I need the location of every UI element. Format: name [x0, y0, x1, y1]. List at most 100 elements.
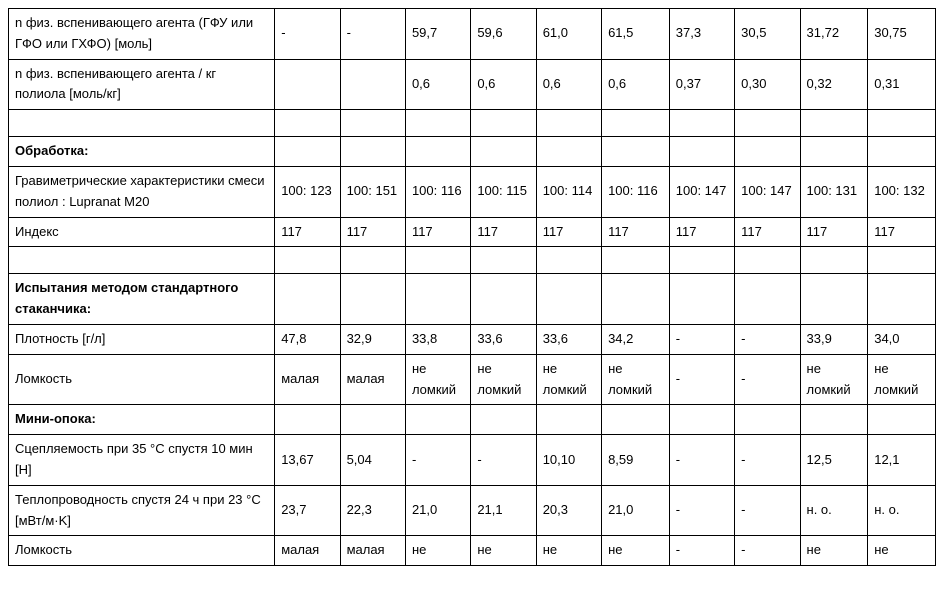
row-label: n физ. вспенивающего агента / кг полиола…	[9, 59, 275, 110]
data-cell: не	[405, 536, 470, 566]
data-cell: 23,7	[275, 485, 340, 536]
spacer-cell	[602, 110, 670, 137]
spacer-cell	[471, 247, 536, 274]
data-cell: 100: 115	[471, 166, 536, 217]
table-row: Мини-опока:	[9, 405, 936, 435]
table-row	[9, 110, 936, 137]
section-empty-cell	[536, 274, 601, 325]
data-cell: -	[735, 324, 800, 354]
spacer-cell	[405, 247, 470, 274]
spacer-cell	[868, 110, 936, 137]
data-cell: 100: 151	[340, 166, 405, 217]
data-cell: не ломкий	[602, 354, 670, 405]
data-cell: 0,31	[868, 59, 936, 110]
section-empty-cell	[275, 274, 340, 325]
table-row: n физ. вспенивающего агента / кг полиола…	[9, 59, 936, 110]
data-cell: -	[340, 9, 405, 60]
data-cell: 33,6	[536, 324, 601, 354]
data-cell: -	[669, 435, 734, 486]
data-cell: -	[669, 536, 734, 566]
section-empty-cell	[340, 274, 405, 325]
spacer-cell	[800, 247, 868, 274]
data-cell: 33,8	[405, 324, 470, 354]
spacer-cell	[405, 110, 470, 137]
section-empty-cell	[602, 274, 670, 325]
table-row: Плотность [г/л]47,832,933,833,633,634,2-…	[9, 324, 936, 354]
spacer-cell	[735, 110, 800, 137]
data-cell: 0,6	[602, 59, 670, 110]
section-empty-cell	[602, 405, 670, 435]
data-cell: 34,0	[868, 324, 936, 354]
data-cell: -	[735, 354, 800, 405]
table-row: n физ. вспенивающего агента (ГФУ или ГФО…	[9, 9, 936, 60]
data-cell	[340, 59, 405, 110]
section-empty-cell	[405, 274, 470, 325]
data-cell: 5,04	[340, 435, 405, 486]
data-cell: -	[669, 324, 734, 354]
spacer-cell	[669, 247, 734, 274]
section-empty-cell	[735, 137, 800, 167]
data-cell: 117	[669, 217, 734, 247]
section-label: Обработка:	[9, 137, 275, 167]
row-label: Плотность [г/л]	[9, 324, 275, 354]
data-cell: 13,67	[275, 435, 340, 486]
spacer-cell	[669, 110, 734, 137]
data-cell: 0,37	[669, 59, 734, 110]
table-row: Индекс117117117117117117117117117117	[9, 217, 936, 247]
data-cell: 100: 132	[868, 166, 936, 217]
data-cell: 37,3	[669, 9, 734, 60]
table-row: Испытания методом стандартного стаканчик…	[9, 274, 936, 325]
data-cell: не	[868, 536, 936, 566]
data-cell: 31,72	[800, 9, 868, 60]
row-label: Ломкость	[9, 536, 275, 566]
data-cell: 30,5	[735, 9, 800, 60]
spacer-cell	[536, 110, 601, 137]
data-cell: малая	[275, 354, 340, 405]
data-cell: н. о.	[868, 485, 936, 536]
section-empty-cell	[669, 137, 734, 167]
section-empty-cell	[340, 137, 405, 167]
table-body: n физ. вспенивающего агента (ГФУ или ГФО…	[9, 9, 936, 566]
data-cell: 100: 114	[536, 166, 601, 217]
section-empty-cell	[275, 405, 340, 435]
row-label: Гравиметрические характеристики смеси по…	[9, 166, 275, 217]
data-cell: малая	[340, 354, 405, 405]
data-cell: 12,1	[868, 435, 936, 486]
table-row: Ломкостьмалаямалаяне ломкийне ломкийне л…	[9, 354, 936, 405]
data-cell: 100: 116	[405, 166, 470, 217]
section-empty-cell	[669, 274, 734, 325]
data-cell: не ломкий	[405, 354, 470, 405]
data-cell: не ломкий	[800, 354, 868, 405]
table-row: Теплопроводность спустя 24 ч при 23 °C […	[9, 485, 936, 536]
section-empty-cell	[275, 137, 340, 167]
spacer-cell	[9, 110, 275, 137]
spacer-cell	[340, 110, 405, 137]
section-empty-cell	[471, 274, 536, 325]
row-label: Ломкость	[9, 354, 275, 405]
data-cell: 30,75	[868, 9, 936, 60]
data-cell: 0,32	[800, 59, 868, 110]
section-empty-cell	[536, 137, 601, 167]
data-cell: 0,30	[735, 59, 800, 110]
data-cell	[275, 59, 340, 110]
data-cell: 8,59	[602, 435, 670, 486]
data-cell: 10,10	[536, 435, 601, 486]
spacer-cell	[471, 110, 536, 137]
data-cell: 117	[735, 217, 800, 247]
data-cell: 117	[800, 217, 868, 247]
data-cell: 117	[405, 217, 470, 247]
row-label: Теплопроводность спустя 24 ч при 23 °C […	[9, 485, 275, 536]
section-empty-cell	[735, 274, 800, 325]
section-empty-cell	[536, 405, 601, 435]
section-empty-cell	[471, 137, 536, 167]
spacer-cell	[735, 247, 800, 274]
data-cell: -	[669, 354, 734, 405]
data-cell: 117	[275, 217, 340, 247]
data-cell: -	[669, 485, 734, 536]
data-cell: 59,6	[471, 9, 536, 60]
data-cell: -	[275, 9, 340, 60]
data-cell: не	[800, 536, 868, 566]
data-cell: не ломкий	[536, 354, 601, 405]
row-label: Сцепляемость при 35 °C спустя 10 мин [Н]	[9, 435, 275, 486]
spacer-cell	[275, 247, 340, 274]
